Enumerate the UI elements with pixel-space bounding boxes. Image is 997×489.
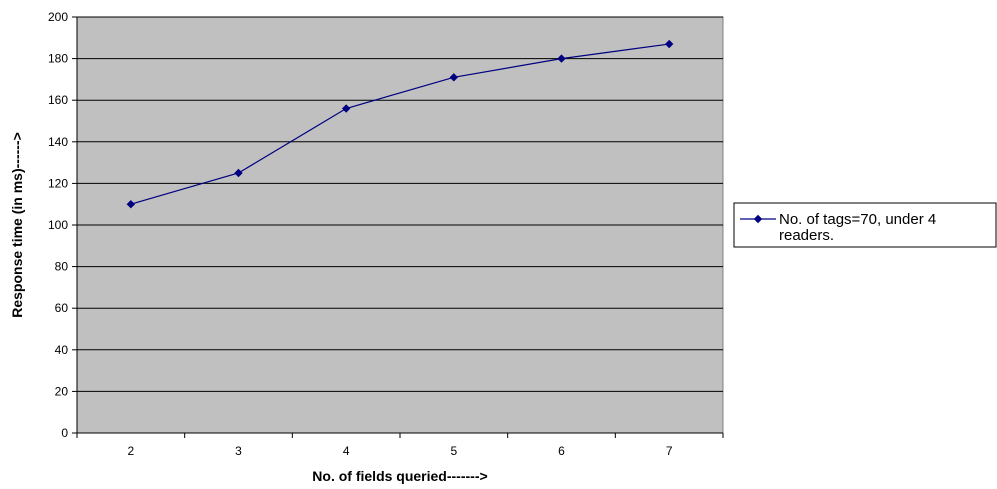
y-axis-ticks: 0 20 40 60 80 100 120 140 160 180 200 <box>48 10 77 440</box>
x-axis-title: No. of fields queried-------> <box>312 468 487 484</box>
y-tick-label: 100 <box>48 218 68 232</box>
x-tick-label: 7 <box>666 444 673 458</box>
data-point <box>664 39 674 49</box>
gridlines <box>77 16 723 392</box>
legend-box <box>733 202 997 248</box>
y-tick-label: 200 <box>48 10 68 24</box>
y-tick-label: 40 <box>55 343 69 357</box>
y-tick-label: 20 <box>55 384 69 398</box>
y-tick-label: 0 <box>61 426 68 440</box>
y-axis-title: Response time (in ms)------> <box>9 132 25 318</box>
y-tick-label: 140 <box>48 135 68 149</box>
x-axis-ticks: 2 3 4 5 6 7 <box>76 433 724 458</box>
y-tick-label: 180 <box>48 52 68 66</box>
x-tick-label: 4 <box>343 444 350 458</box>
data-point <box>126 199 136 209</box>
x-tick-label: 6 <box>558 444 565 458</box>
y-tick-label: 80 <box>55 260 69 274</box>
y-tick-label: 60 <box>55 301 69 315</box>
legend: No. of tags=70, under 4 readers. <box>733 202 997 248</box>
series-layer <box>126 39 674 209</box>
y-tick-label: 120 <box>48 176 68 190</box>
y-tick-label: 160 <box>48 93 68 107</box>
x-tick-label: 5 <box>450 444 457 458</box>
legend-entry: No. of tags=70, under 4 readers. <box>779 211 936 244</box>
x-tick-label: 3 <box>235 444 242 458</box>
x-tick-label: 2 <box>127 444 134 458</box>
series-line <box>130 43 670 205</box>
data-point <box>234 168 243 178</box>
data-point <box>449 73 459 82</box>
data-point <box>341 104 351 113</box>
legend-series-marker <box>753 214 763 224</box>
data-point <box>557 54 566 63</box>
